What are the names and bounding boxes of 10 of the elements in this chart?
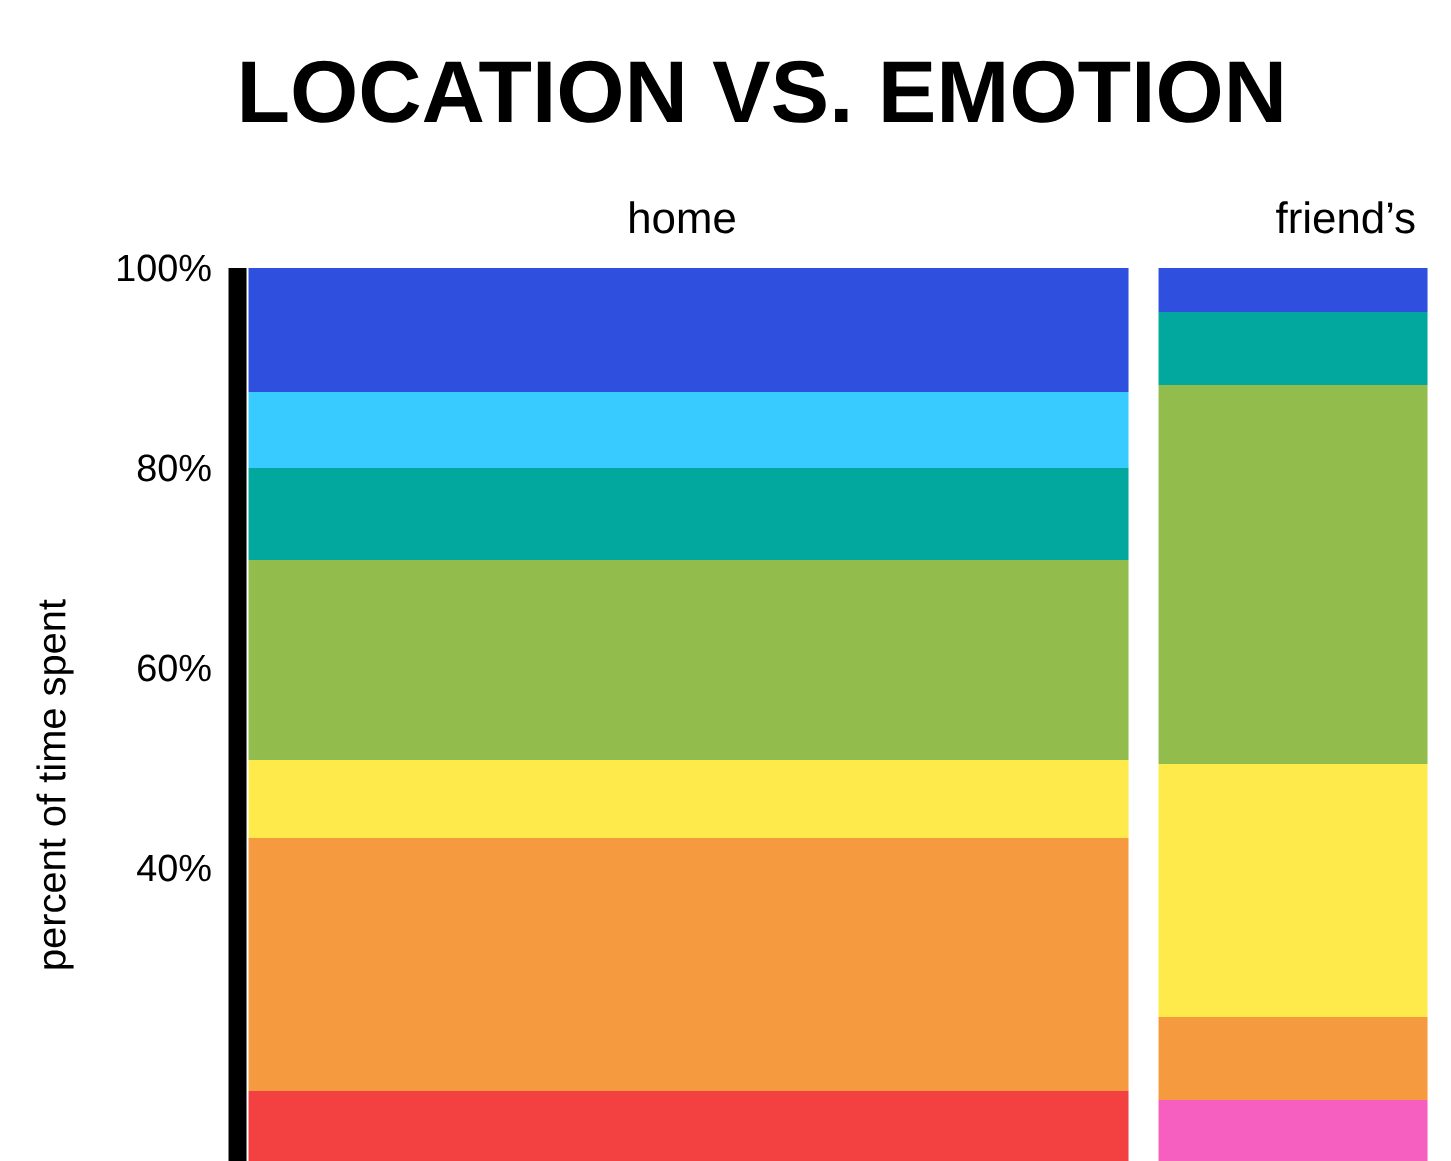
y-tick-label: 80% [137, 454, 211, 482]
y-axis-title: percent of time spent [36, 599, 74, 969]
bar [248, 1091, 1129, 1161]
y-tick-label: 100% [118, 254, 211, 282]
bar [248, 391, 1129, 468]
x-tick-label: home [630, 201, 735, 234]
y-tick-label: 40% [137, 854, 211, 882]
y-tick-label: 60% [138, 654, 211, 682]
chart-title: LOCATION VS. EMOTION [242, 60, 1282, 123]
x-tick-label: friend’s [1276, 201, 1415, 234]
